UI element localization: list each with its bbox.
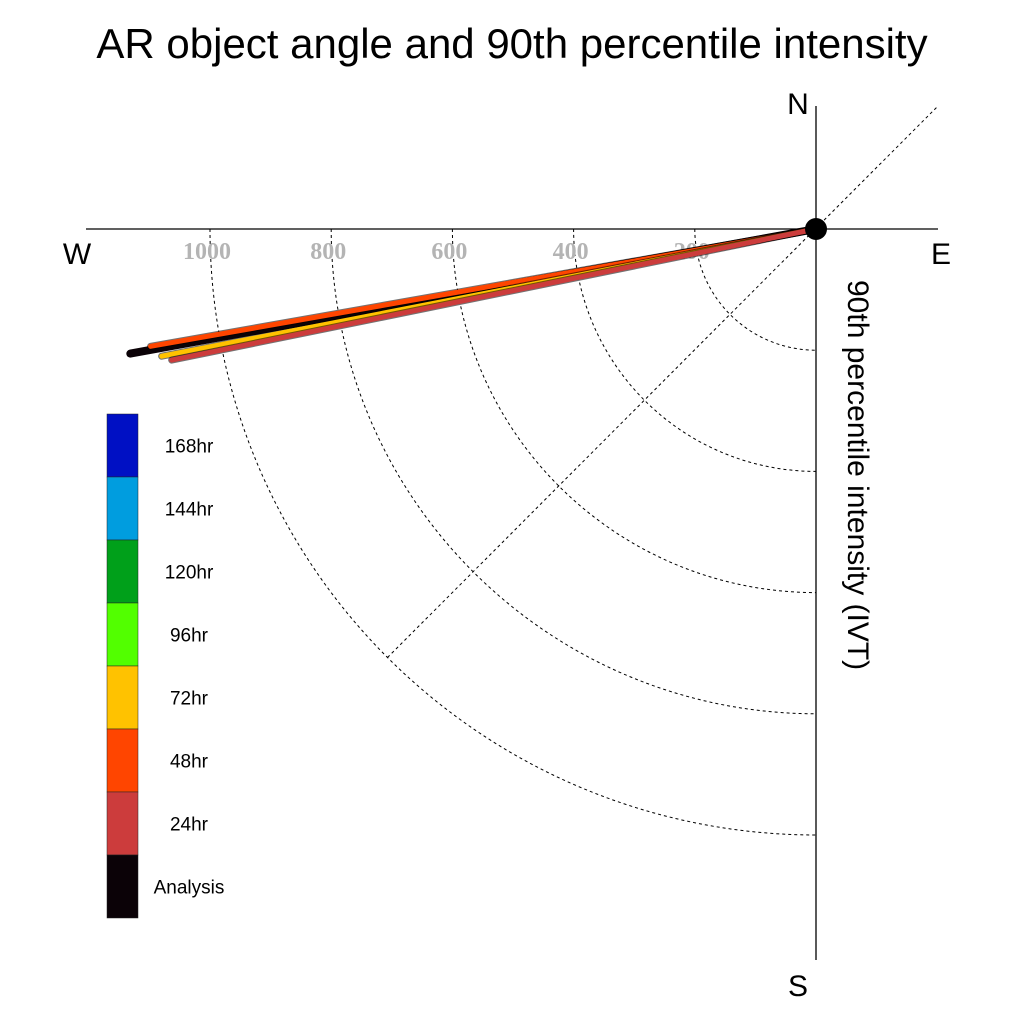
- y-axis-label: 90th percentile intensity (IVT): [841, 280, 874, 670]
- legend-swatch-analysis: [106, 854, 139, 919]
- grid-diagonal: [387, 105, 939, 658]
- legend-swatch-96hr: [106, 602, 139, 667]
- series-line-24hr: [169, 226, 819, 363]
- compass-west: W: [63, 238, 92, 271]
- legend-swatch-144hr: [106, 476, 139, 541]
- legend-label-168hr: 168hr: [165, 437, 214, 458]
- legend-swatch-72hr: [106, 665, 139, 730]
- legend-label-24hr: 24hr: [170, 815, 209, 836]
- legend: 168hr 144hr 120hr 96hr 72hr 48hr 24hr Analysis: [106, 413, 225, 919]
- legend-label-analysis: Analysis: [154, 878, 225, 899]
- legend-swatch-168hr: [106, 413, 139, 478]
- tick-label-600: 600: [431, 239, 467, 265]
- legend-swatch-24hr: [106, 791, 139, 856]
- legend-label-96hr: 96hr: [170, 626, 209, 647]
- legend-label-120hr: 120hr: [165, 563, 214, 584]
- legend-swatch-120hr: [106, 539, 139, 604]
- tick-label-400: 400: [553, 239, 589, 265]
- chart-title: AR object angle and 90th percentile inte…: [96, 20, 927, 67]
- legend-swatch-48hr: [106, 728, 139, 793]
- radial-ticks: 2004006008001000: [183, 239, 710, 265]
- tick-label-1000: 1000: [183, 239, 231, 265]
- grid-arc-600: [451, 228, 817, 594]
- compass-east: E: [931, 238, 951, 271]
- grid-arc-400: [573, 228, 817, 472]
- polar-grid: [209, 105, 939, 836]
- legend-label-72hr: 72hr: [170, 689, 209, 710]
- compass-north: N: [787, 88, 809, 121]
- origin-marker: [805, 218, 827, 240]
- tick-label-800: 800: [310, 239, 346, 265]
- legend-label-144hr: 144hr: [165, 500, 214, 521]
- compass-south: S: [788, 970, 808, 1003]
- legend-label-48hr: 48hr: [170, 752, 209, 773]
- series-lines: [126, 225, 820, 364]
